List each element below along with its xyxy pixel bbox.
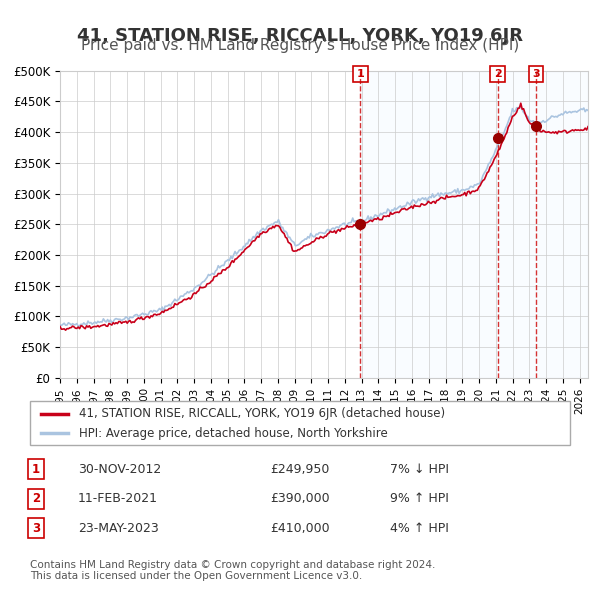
Text: 4% ↑ HPI: 4% ↑ HPI [390, 522, 449, 535]
Text: £249,950: £249,950 [270, 463, 329, 476]
Text: 9% ↑ HPI: 9% ↑ HPI [390, 492, 449, 505]
Text: 1: 1 [356, 69, 364, 79]
Text: Contains HM Land Registry data © Crown copyright and database right 2024.
This d: Contains HM Land Registry data © Crown c… [30, 559, 436, 581]
Text: 41, STATION RISE, RICCALL, YORK, YO19 6JR: 41, STATION RISE, RICCALL, YORK, YO19 6J… [77, 27, 523, 45]
Text: 3: 3 [32, 522, 40, 535]
Text: £390,000: £390,000 [270, 492, 329, 505]
Text: 11-FEB-2021: 11-FEB-2021 [78, 492, 158, 505]
Text: Price paid vs. HM Land Registry's House Price Index (HPI): Price paid vs. HM Land Registry's House … [81, 38, 519, 53]
Text: 3: 3 [532, 69, 539, 79]
Text: 30-NOV-2012: 30-NOV-2012 [78, 463, 161, 476]
Text: 41, STATION RISE, RICCALL, YORK, YO19 6JR (detached house): 41, STATION RISE, RICCALL, YORK, YO19 6J… [79, 407, 445, 420]
Text: 2: 2 [494, 69, 502, 79]
Text: £410,000: £410,000 [270, 522, 329, 535]
Text: 23-MAY-2023: 23-MAY-2023 [78, 522, 159, 535]
Bar [361, 71, 588, 378]
Text: 2: 2 [32, 492, 40, 505]
Bar [571, 71, 588, 378]
FancyBboxPatch shape [30, 401, 570, 445]
Text: 1: 1 [32, 463, 40, 476]
Text: 7% ↓ HPI: 7% ↓ HPI [390, 463, 449, 476]
Text: HPI: Average price, detached house, North Yorkshire: HPI: Average price, detached house, Nort… [79, 427, 388, 440]
